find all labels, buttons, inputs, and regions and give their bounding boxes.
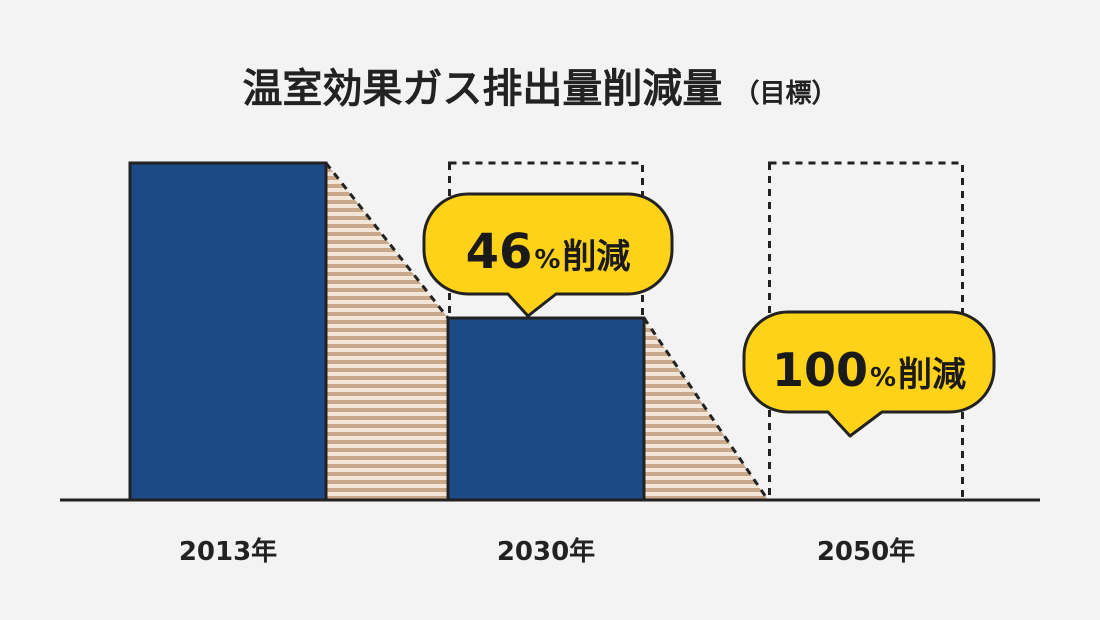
annotation-percent: %	[870, 363, 896, 393]
annotation-percent: %	[534, 245, 560, 275]
annotation-number: 100	[772, 343, 868, 397]
chart-title: 温室効果ガス排出量削減量 （目標）	[242, 66, 837, 112]
bars	[128, 161, 646, 502]
annotation-label: 100%削減	[772, 343, 966, 397]
decline-slope-line-1	[324, 162, 450, 319]
decline-areas	[324, 162, 770, 501]
x-axis-tick-labels: 2013年 2030年 2050年	[179, 536, 915, 567]
decline-area-1	[326, 163, 448, 500]
annotation-label: 46%削減	[466, 224, 631, 280]
annotation-bubble-1: 46%削減	[422, 192, 674, 318]
x-tick-label-1: 2013年	[179, 536, 277, 567]
annotation-bubble-shape	[422, 192, 674, 318]
annotation-bubble-2: 100%削減	[742, 310, 996, 438]
annotation-text: 削減	[562, 237, 630, 277]
chart-title-subtitle: （目標）	[734, 79, 838, 109]
decline-slope-line-2	[642, 317, 770, 501]
bar-1	[128, 161, 328, 502]
chart-title-main: 温室効果ガス排出量削減量	[242, 66, 722, 112]
annotation-number: 46	[466, 224, 533, 280]
x-tick-label-2: 2030年	[497, 536, 595, 567]
annotation-bubble-shape	[742, 310, 996, 438]
annotation-text: 削減	[898, 355, 966, 395]
bar-2	[446, 316, 646, 502]
x-tick-label-3: 2050年	[817, 536, 915, 567]
